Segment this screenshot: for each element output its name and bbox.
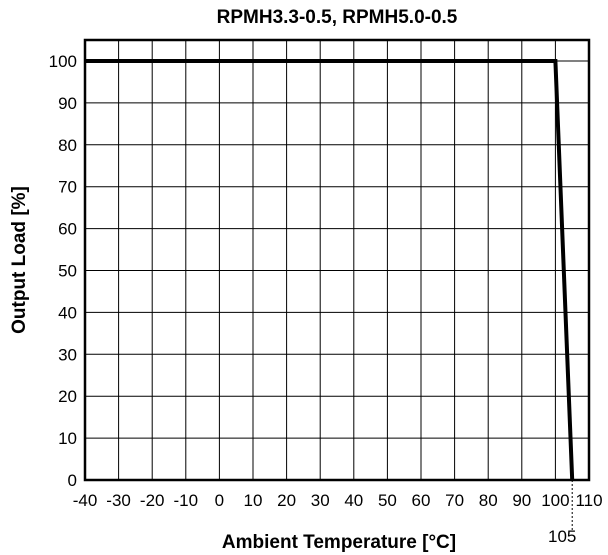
x-tick-label: -40 (73, 491, 98, 510)
x-tick-label: 110 (575, 491, 602, 510)
plot-frame (83, 38, 591, 482)
x-tick-label: 80 (479, 491, 498, 510)
x-axis-title: Ambient Temperature [°C] (222, 532, 456, 553)
x-tick-label: 60 (412, 491, 431, 510)
annotation-layer: 105 (548, 480, 576, 546)
y-tick-label: 70 (58, 178, 77, 197)
x-tick-label: 30 (311, 491, 330, 510)
y-tick-label: 30 (58, 345, 77, 364)
annotation-label: 105 (548, 527, 576, 546)
x-tick-label: -20 (140, 491, 165, 510)
x-tick-label: -10 (174, 491, 199, 510)
y-tick-label: 50 (58, 262, 77, 281)
y-tick-label: 90 (58, 94, 77, 113)
x-tick-label: -30 (106, 491, 131, 510)
x-tick-label: 0 (215, 491, 224, 510)
y-tick-label: 100 (49, 52, 77, 71)
x-tick-labels: -40 -30 -20 -10 0 10 20 30 40 50 60 70 80 90 100 110 (73, 491, 603, 510)
y-tick-label: 20 (58, 387, 77, 406)
x-tick-label: 10 (244, 491, 263, 510)
y-tick-label: 40 (58, 303, 77, 322)
series-layer (85, 59, 575, 481)
x-tick-label: 70 (445, 491, 464, 510)
y-tick-label: 0 (68, 471, 77, 490)
x-tick-label: 40 (344, 491, 363, 510)
y-tick-label: 80 (58, 136, 77, 155)
x-tick-label: 100 (541, 491, 569, 510)
y-tick-label: 60 (58, 220, 77, 239)
y-tick-labels: 0 10 20 30 40 50 60 70 80 90 100 (49, 52, 77, 490)
series-line (85, 59, 575, 481)
y-tick-label: 10 (58, 429, 77, 448)
chart-title: RPMH3.3-0.5, RPMH5.0-0.5 (217, 7, 458, 28)
x-tick-label: 20 (277, 491, 296, 510)
x-tick-label: 50 (378, 491, 397, 510)
x-tick-label: 90 (512, 491, 531, 510)
grid-lines (85, 40, 589, 480)
y-axis-title: Output Load [%] (9, 186, 30, 334)
